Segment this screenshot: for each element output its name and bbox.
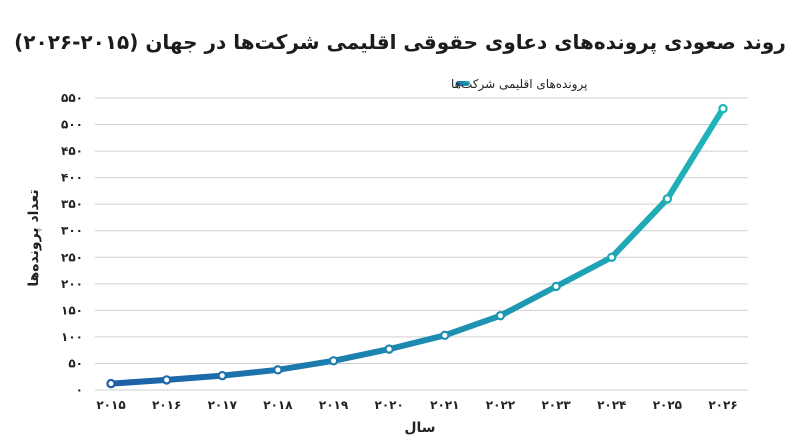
legend-label: پرونده‌های اقلیمی شرکت‌ها — [451, 77, 587, 92]
x-tick-label: ۲۰۲۲ — [486, 398, 516, 412]
data-point — [106, 378, 116, 389]
y-tick-label: ۵۰ — [68, 356, 83, 370]
x-axis-ticks: ۲۰۱۵ ۲۰۱۶ ۲۰۱۷ ۲۰۱۸ ۲۰۱۹ ۲۰۲۰ ۲۰۲۱ ۲۰۲۲ ۲۰۲۳ ۲۰۲۴… — [96, 398, 737, 412]
data-point — [495, 310, 506, 321]
x-tick-label: ۲۰۲۵ — [653, 398, 682, 412]
y-tick-label: ۲۵۰ — [61, 250, 83, 264]
y-axis-ticks: ۰ ۵۰ ۱۰۰ ۱۵۰ ۲۰۰ ۲۵۰ ۳۰۰ ۳۵۰ ۴۰۰ ۴۵۰ ۵۰۰ ۵۵۰ — [61, 91, 83, 397]
data-point — [607, 252, 617, 262]
data-point — [161, 375, 172, 385]
series-layer — [106, 103, 728, 389]
x-tick-label: ۲۰۱۹ — [319, 398, 349, 412]
series-line — [108, 105, 726, 387]
y-tick-label: ۱۰۰ — [61, 330, 83, 344]
y-tick-label: ۴۰۰ — [61, 171, 83, 185]
data-point — [328, 356, 339, 366]
x-tick-label: ۲۰۲۴ — [597, 398, 626, 412]
data-point — [662, 194, 673, 204]
y-tick-label: ۰ — [76, 383, 83, 397]
data-point — [718, 103, 728, 114]
y-tick-label: ۴۵۰ — [61, 144, 83, 158]
x-tick-label: ۲۰۱۷ — [208, 398, 238, 412]
data-point — [217, 370, 227, 381]
data-point — [384, 344, 394, 354]
x-tick-label: ۲۰۲۶ — [708, 398, 737, 412]
data-point — [551, 281, 561, 292]
y-tick-label: ۱۵۰ — [61, 303, 83, 317]
y-tick-label: ۳۵۰ — [61, 197, 83, 211]
x-tick-label: ۲۰۲۳ — [541, 398, 571, 412]
x-axis-label: سال — [404, 420, 435, 436]
legend-swatch — [456, 81, 470, 86]
x-tick-label: ۲۰۱۵ — [96, 398, 125, 412]
x-tick-label: ۲۰۱۶ — [152, 398, 181, 412]
data-point — [273, 365, 283, 375]
gridlines — [95, 97, 748, 391]
data-point — [440, 330, 450, 341]
x-tick-label: ۲۰۱۸ — [263, 398, 293, 412]
y-tick-label: ۲۰۰ — [61, 277, 83, 291]
chart-title: روند صعودی پرونده‌های دعاوی حقوقی اقلیمی… — [14, 30, 786, 55]
x-tick-label: ۲۰۲۱ — [430, 398, 459, 412]
y-axis-label: تعداد پرونده‌ها — [26, 189, 42, 286]
y-tick-label: ۳۰۰ — [61, 224, 83, 238]
y-tick-label: ۵۰۰ — [61, 118, 83, 132]
x-tick-label: ۲۰۲۰ — [375, 398, 404, 412]
y-tick-label: ۵۵۰ — [61, 91, 83, 105]
legend: پرونده‌های اقلیمی شرکت‌ها — [451, 77, 587, 92]
